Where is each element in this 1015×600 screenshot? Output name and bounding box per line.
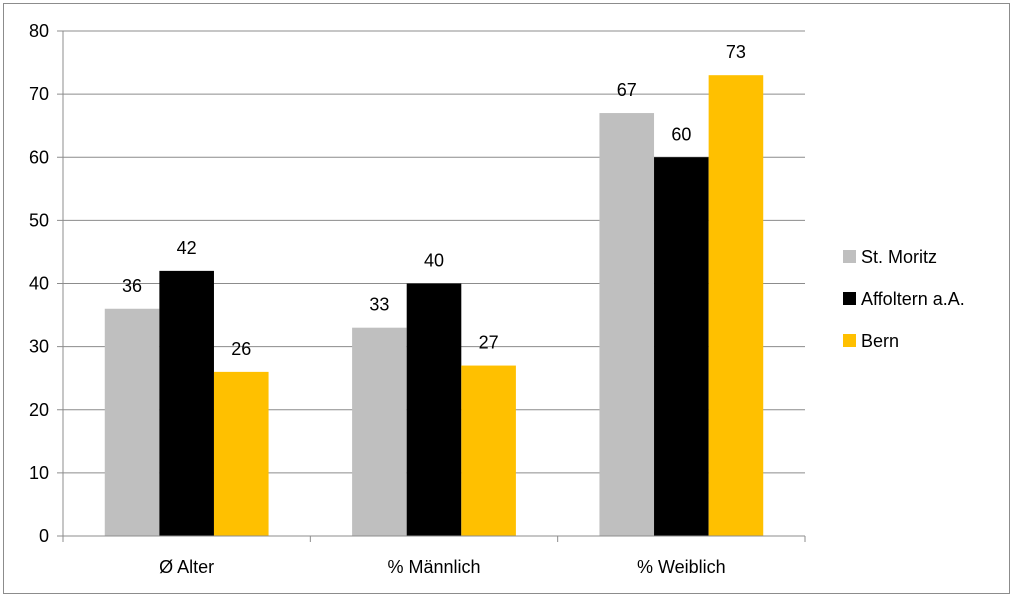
y-tick-label: 80 xyxy=(29,21,49,41)
data-label: 27 xyxy=(479,333,499,353)
bar xyxy=(599,113,655,536)
data-label: 73 xyxy=(726,42,746,62)
data-label: 42 xyxy=(177,238,197,258)
legend-label: Bern xyxy=(861,331,899,351)
y-tick-label: 10 xyxy=(29,463,49,483)
x-tick-label: Ø Alter xyxy=(159,557,214,577)
y-tick-label: 50 xyxy=(29,210,49,230)
data-label: 40 xyxy=(424,251,444,271)
bars xyxy=(104,75,764,536)
legend-swatch xyxy=(843,292,856,305)
chart-frame: 0 10 20 30 40 50 60 70 80 Ø Alter % Männlich % Weib… xyxy=(3,3,1010,594)
y-tick-label: 70 xyxy=(29,84,49,104)
y-tick-label: 40 xyxy=(29,274,49,294)
bar xyxy=(654,157,709,536)
legend-label: Affoltern a.A. xyxy=(861,289,965,309)
legend-swatch xyxy=(843,250,856,263)
data-label: 36 xyxy=(122,276,142,296)
bar xyxy=(159,270,214,536)
legend: St. Moritz Affoltern a.A. Bern xyxy=(843,247,965,351)
bar-chart: 0 10 20 30 40 50 60 70 80 Ø Alter % Männlich % Weib… xyxy=(29,21,965,577)
bar xyxy=(213,371,269,536)
bar xyxy=(104,308,160,536)
data-label: 26 xyxy=(231,339,251,359)
bar xyxy=(406,283,462,536)
legend-label: St. Moritz xyxy=(861,247,937,267)
bar xyxy=(461,365,516,536)
legend-swatch xyxy=(843,334,856,347)
data-label: 60 xyxy=(671,124,691,144)
y-tick-label: 30 xyxy=(29,337,49,357)
data-label: 33 xyxy=(369,295,389,315)
y-tick-label: 20 xyxy=(29,400,49,420)
x-tick-label: % Männlich xyxy=(387,557,480,577)
x-tick-label: % Weiblich xyxy=(637,557,726,577)
y-tick-label: 0 xyxy=(39,526,49,546)
y-tick-label: 60 xyxy=(29,147,49,167)
data-labels: 36 42 26 33 40 27 67 60 73 xyxy=(122,42,746,359)
bar xyxy=(708,75,764,536)
data-label: 67 xyxy=(617,80,637,100)
bar xyxy=(352,327,407,536)
axes: 0 10 20 30 40 50 60 70 80 Ø Alter % Männlich % Weib… xyxy=(29,21,806,577)
